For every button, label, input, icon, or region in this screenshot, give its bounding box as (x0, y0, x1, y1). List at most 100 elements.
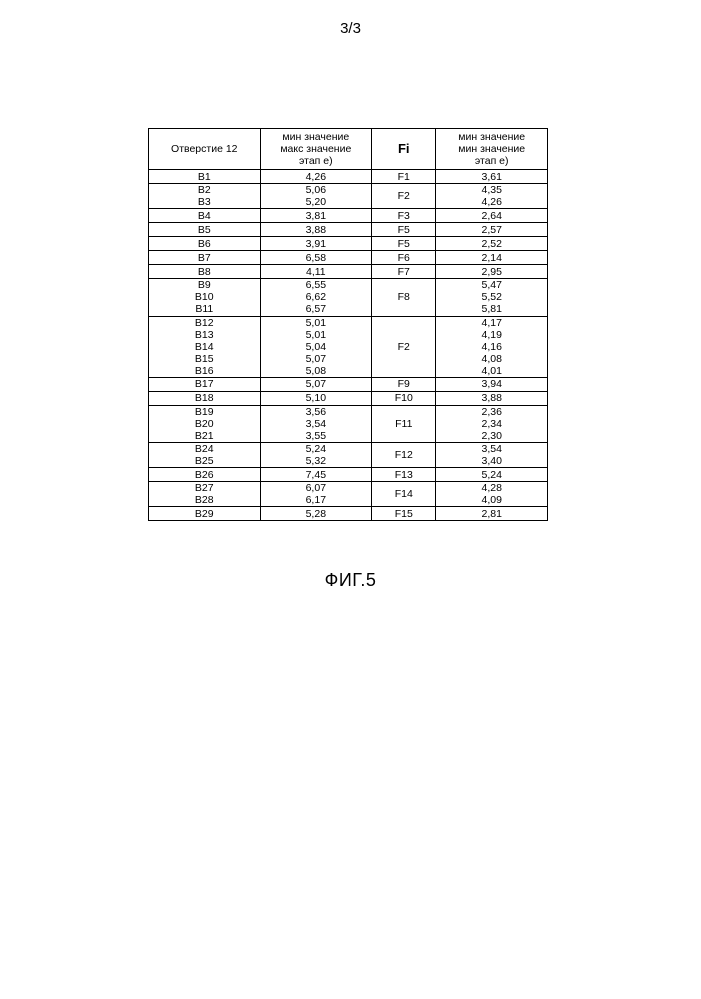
cell-b-line: B7 (149, 252, 260, 264)
cell-b-line: B24 (149, 443, 260, 455)
cell-b-line: B9 (149, 279, 260, 291)
table-row: B84,11F72,95 (149, 265, 548, 279)
table-row: B295,28F152,81 (149, 507, 548, 521)
cell-b: B27B28 (149, 482, 261, 507)
cell-b: B2B3 (149, 184, 261, 209)
cell-v2-line: 4,08 (436, 353, 547, 365)
cell-f: F9 (372, 377, 436, 391)
cell-b-line: B25 (149, 455, 260, 467)
cell-b: B7 (149, 251, 261, 265)
cell-v2: 3,543,40 (436, 443, 548, 468)
cell-v2: 2,57 (436, 223, 548, 237)
cell-v2: 5,475,525,81 (436, 279, 548, 316)
cell-b-line: B20 (149, 418, 260, 430)
header-col-2-line2: макс значение (263, 143, 370, 155)
cell-v2: 3,61 (436, 170, 548, 184)
cell-v1-line: 5,01 (261, 329, 372, 341)
cell-f: F12 (372, 443, 436, 468)
cell-b-line: B19 (149, 406, 260, 418)
cell-b-line: B29 (149, 508, 260, 520)
cell-b: B29 (149, 507, 261, 521)
cell-b-line: B17 (149, 378, 260, 390)
cell-v2-line: 4,16 (436, 341, 547, 353)
header-col-3: Fi (372, 129, 436, 170)
cell-v1: 5,28 (260, 507, 372, 521)
cell-v1-line: 4,11 (261, 266, 372, 278)
cell-b-line: B21 (149, 430, 260, 442)
cell-b: B17 (149, 377, 261, 391)
cell-v1-line: 3,91 (261, 238, 372, 250)
cell-v1: 3,91 (260, 237, 372, 251)
cell-b: B4 (149, 209, 261, 223)
cell-v1: 5,065,20 (260, 184, 372, 209)
cell-v1-line: 5,01 (261, 317, 372, 329)
cell-b: B19B20B21 (149, 405, 261, 442)
header-col-4-line2: мин значение (438, 143, 545, 155)
header-col-2: мин значение макс значение этап е) (260, 129, 372, 170)
table-row: B2B35,065,20F24,354,26 (149, 184, 548, 209)
cell-b-line: B27 (149, 482, 260, 494)
data-table-container: Отверстие 12 мин значение макс значение … (148, 128, 548, 521)
cell-b: B6 (149, 237, 261, 251)
cell-v2: 2,81 (436, 507, 548, 521)
cell-f: F3 (372, 209, 436, 223)
cell-b-line: B18 (149, 392, 260, 404)
cell-f: F2 (372, 184, 436, 209)
cell-v1-line: 3,54 (261, 418, 372, 430)
cell-b-line: B6 (149, 238, 260, 250)
cell-v1: 3,563,543,55 (260, 405, 372, 442)
cell-v1-line: 3,55 (261, 430, 372, 442)
cell-v1-line: 5,24 (261, 443, 372, 455)
cell-v2-line: 4,19 (436, 329, 547, 341)
header-col-2-line3: этап е) (263, 155, 370, 167)
cell-v1-line: 5,07 (261, 353, 372, 365)
cell-v2: 2,14 (436, 251, 548, 265)
cell-v1: 5,07 (260, 377, 372, 391)
table-row: B27B286,076,17F144,284,09 (149, 482, 548, 507)
table-row: B53,88F52,57 (149, 223, 548, 237)
cell-v2-line: 3,54 (436, 443, 547, 455)
cell-v1-line: 5,06 (261, 184, 372, 196)
cell-b: B9B10B11 (149, 279, 261, 316)
table-body: B14,26F13,61B2B35,065,20F24,354,26B43,81… (149, 170, 548, 521)
cell-f: F15 (372, 507, 436, 521)
header-col-4-line1: мин значение (438, 131, 545, 143)
cell-v1-line: 6,17 (261, 494, 372, 506)
cell-v1-line: 5,07 (261, 378, 372, 390)
cell-v1-line: 5,32 (261, 455, 372, 467)
cell-v1: 6,556,626,57 (260, 279, 372, 316)
figure-caption: ФИГ.5 (0, 570, 701, 591)
cell-v1: 6,076,17 (260, 482, 372, 507)
table-header-row: Отверстие 12 мин значение макс значение … (149, 129, 548, 170)
header-col-2-line1: мин значение (263, 131, 370, 143)
cell-v2: 4,354,26 (436, 184, 548, 209)
cell-v1: 7,45 (260, 468, 372, 482)
cell-b-line: B4 (149, 210, 260, 222)
cell-v2-line: 2,30 (436, 430, 547, 442)
cell-v2-line: 3,61 (436, 171, 547, 183)
cell-v1-line: 3,88 (261, 224, 372, 236)
cell-f: F1 (372, 170, 436, 184)
cell-v1-line: 6,62 (261, 291, 372, 303)
table-row: B19B20B213,563,543,55F112,362,342,30 (149, 405, 548, 442)
cell-f: F13 (372, 468, 436, 482)
cell-b: B8 (149, 265, 261, 279)
cell-b-line: B3 (149, 196, 260, 208)
cell-b-line: B2 (149, 184, 260, 196)
table-row: B14,26F13,61 (149, 170, 548, 184)
header-col-1: Отверстие 12 (149, 129, 261, 170)
cell-b: B12B13B14B15B16 (149, 316, 261, 377)
table-row: B43,81F32,64 (149, 209, 548, 223)
cell-v1: 5,015,015,045,075,08 (260, 316, 372, 377)
cell-v1-line: 5,10 (261, 392, 372, 404)
table-row: B76,58F62,14 (149, 251, 548, 265)
table-row: B267,45F135,24 (149, 468, 548, 482)
cell-v1-line: 3,81 (261, 210, 372, 222)
cell-v2: 4,174,194,164,084,01 (436, 316, 548, 377)
cell-v2: 2,64 (436, 209, 548, 223)
cell-v2-line: 2,95 (436, 266, 547, 278)
cell-b-line: B5 (149, 224, 260, 236)
cell-v1-line: 7,45 (261, 469, 372, 481)
cell-v2-line: 4,09 (436, 494, 547, 506)
cell-b-line: B12 (149, 317, 260, 329)
